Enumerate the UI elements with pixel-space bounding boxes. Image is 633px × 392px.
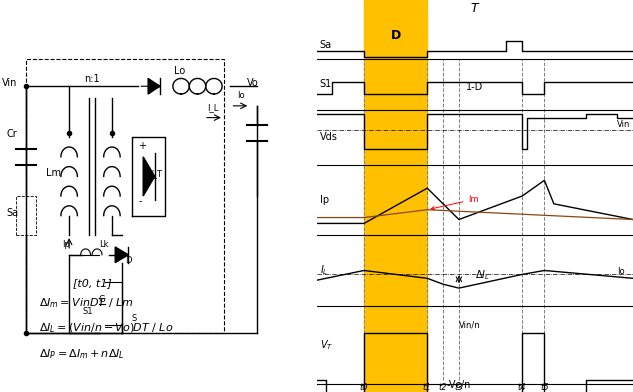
- Text: $I_L$: $I_L$: [320, 263, 328, 278]
- Bar: [364, 0, 427, 392]
- Text: t4: t4: [518, 383, 527, 392]
- Text: t3: t3: [454, 383, 463, 392]
- Text: n:1: n:1: [84, 74, 100, 84]
- Text: $\Delta I_m = VinDT\ /\ Lm$: $\Delta I_m = VinDT\ /\ Lm$: [39, 296, 134, 310]
- Text: S1: S1: [320, 79, 332, 89]
- Text: Ip: Ip: [320, 195, 329, 205]
- Text: $\Delta I_L = (Vin/n - Vo)DT\ /\ Lo$: $\Delta I_L = (Vin/n - Vo)DT\ /\ Lo$: [39, 321, 174, 335]
- Text: +: +: [138, 141, 146, 151]
- Text: Cr: Cr: [6, 129, 17, 139]
- Text: Lk: Lk: [99, 240, 108, 249]
- Text: t0: t0: [360, 383, 368, 392]
- Text: Ip: Ip: [63, 240, 70, 249]
- Text: D: D: [391, 29, 401, 42]
- Text: S: S: [132, 314, 137, 323]
- Text: Im: Im: [431, 195, 479, 210]
- Text: Vin: Vin: [2, 78, 18, 88]
- Text: Vo: Vo: [247, 78, 259, 88]
- Text: -: -: [138, 196, 142, 206]
- Text: [t0, t1]: [t0, t1]: [73, 278, 111, 288]
- Text: t1: t1: [423, 383, 432, 392]
- Text: V_T: V_T: [148, 169, 163, 178]
- Text: t2: t2: [439, 383, 448, 392]
- Text: 1-D: 1-D: [466, 82, 484, 92]
- Text: G: G: [99, 295, 105, 304]
- Text: Io: Io: [617, 267, 625, 276]
- Text: T: T: [471, 2, 479, 15]
- Text: Vin: Vin: [617, 120, 630, 129]
- Text: t5: t5: [540, 383, 549, 392]
- Text: Vin/n: Vin/n: [459, 320, 480, 329]
- Text: Lm: Lm: [46, 169, 61, 178]
- Text: $V_T$: $V_T$: [320, 338, 333, 352]
- Text: $\Delta I_L$: $\Delta I_L$: [475, 268, 490, 282]
- Text: Io: Io: [237, 91, 244, 100]
- Text: -Vc/n: -Vc/n: [447, 380, 471, 390]
- Text: Sa: Sa: [6, 208, 19, 218]
- Text: Vds: Vds: [320, 132, 337, 142]
- Text: Lo: Lo: [175, 67, 185, 76]
- Text: I_L: I_L: [208, 103, 219, 112]
- Polygon shape: [148, 78, 160, 94]
- Polygon shape: [143, 157, 154, 196]
- Polygon shape: [115, 247, 128, 263]
- Text: S1: S1: [82, 307, 93, 316]
- Text: D: D: [125, 256, 132, 265]
- Text: $\Delta I_P = \Delta I_m + n\Delta I_L$: $\Delta I_P = \Delta I_m + n\Delta I_L$: [39, 347, 125, 361]
- Text: Sa: Sa: [320, 40, 332, 50]
